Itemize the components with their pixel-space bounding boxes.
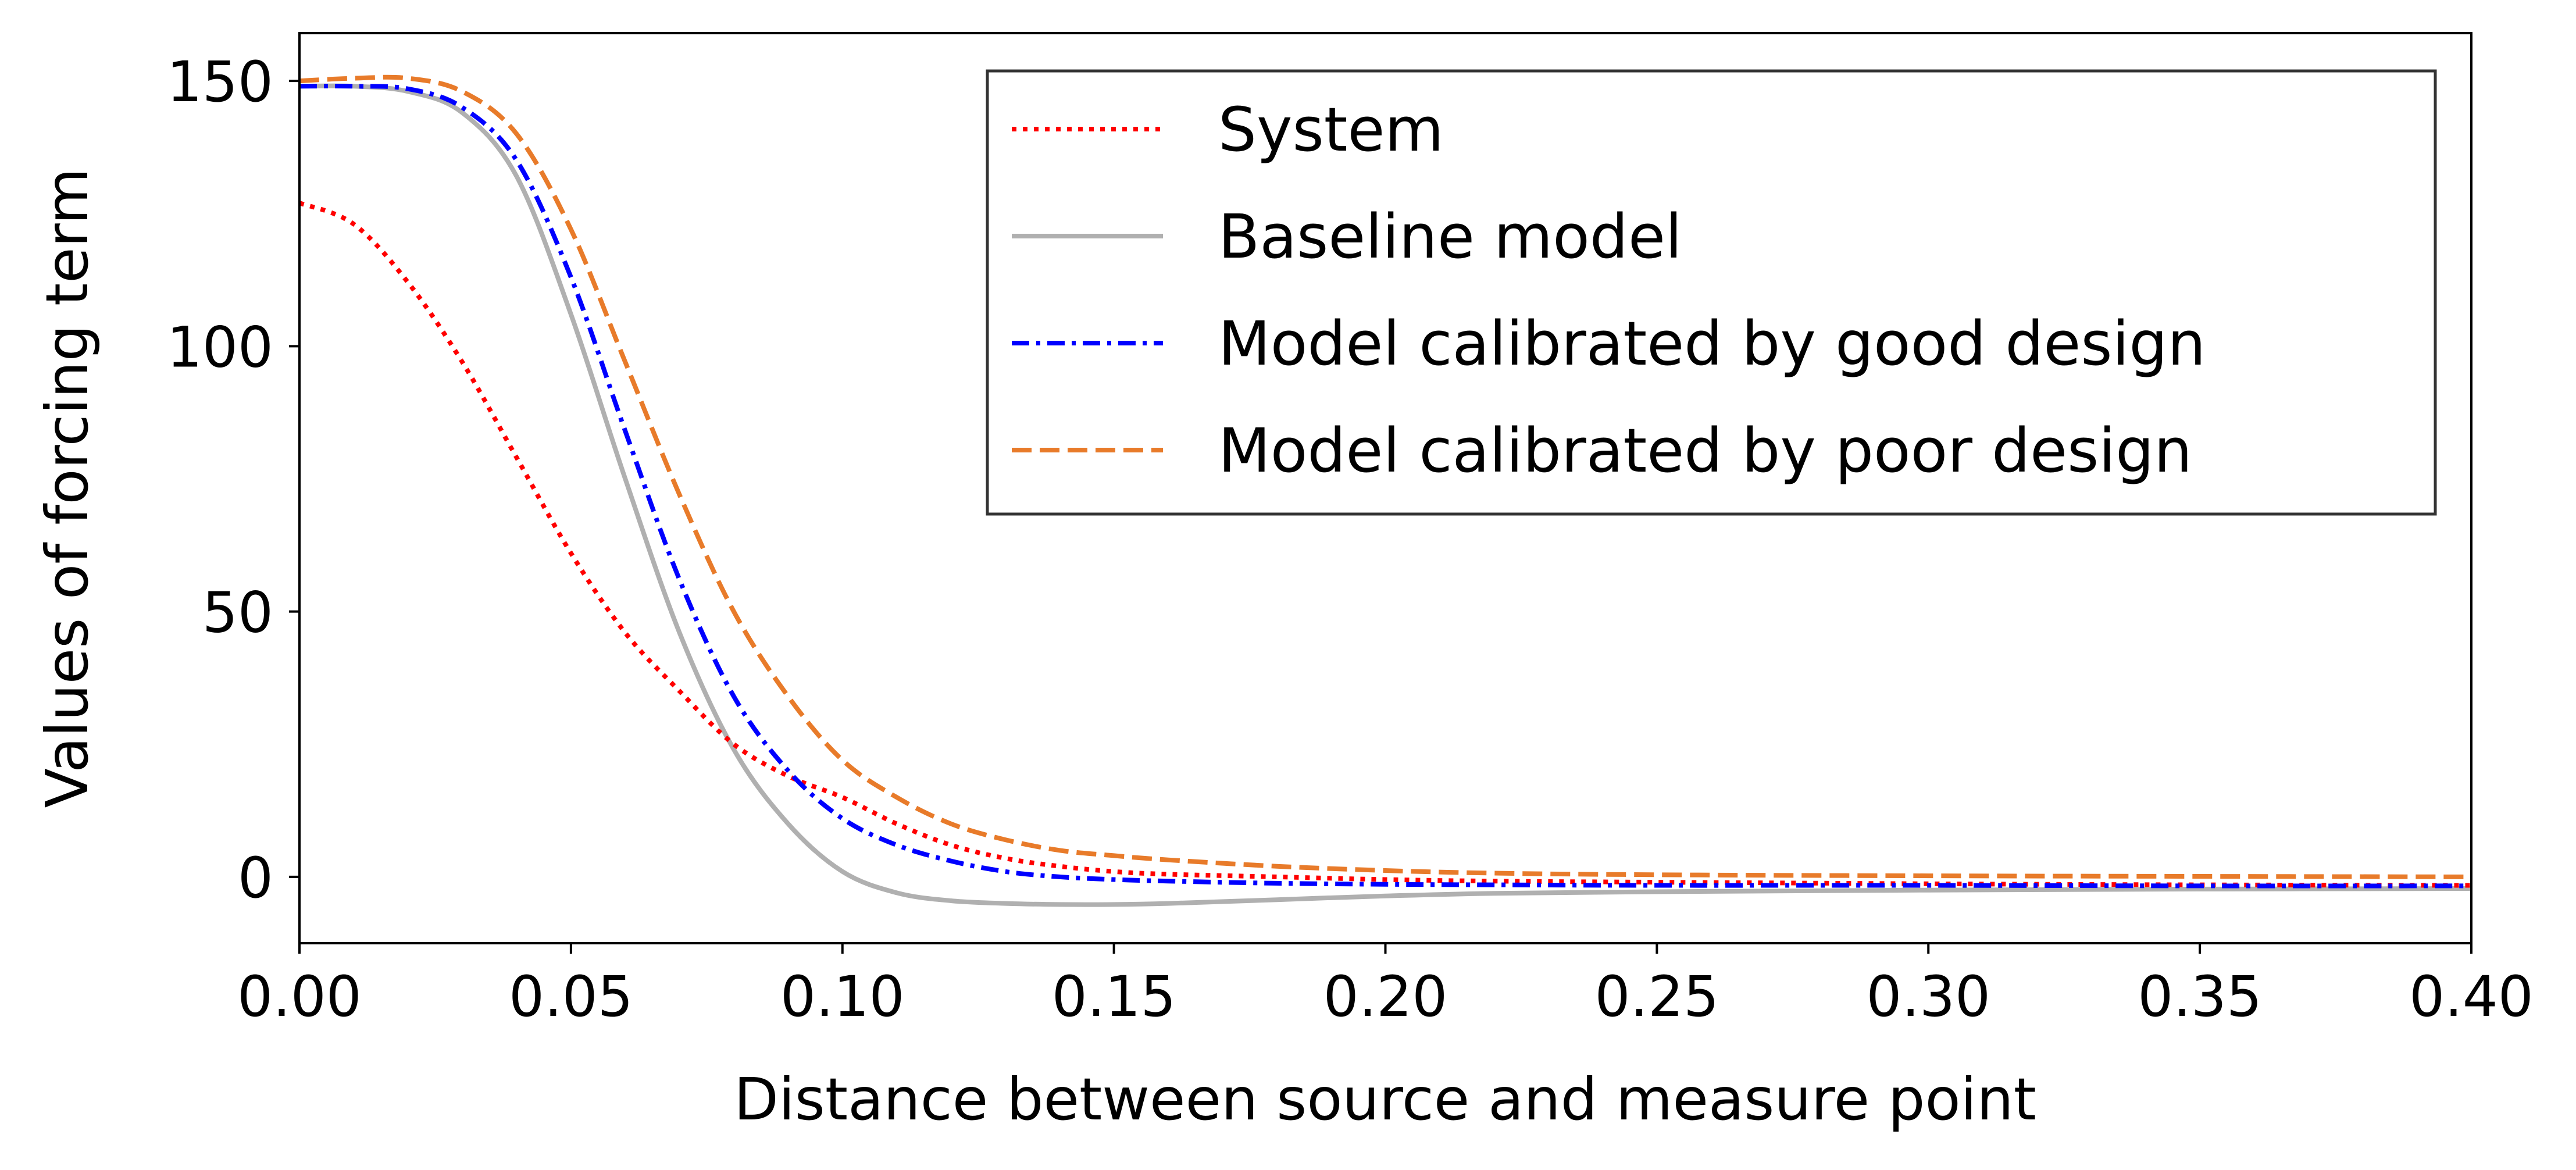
- series-line-3: [299, 83, 2471, 889]
- x-tick-label: 0.10: [780, 964, 905, 1029]
- series-line-1: [299, 201, 2471, 888]
- legend-label: Model calibrated by poor design: [1218, 415, 2192, 486]
- y-axis-label: Values of forcing term: [33, 168, 101, 808]
- x-tick-label: 0.35: [2138, 964, 2262, 1029]
- x-axis-label: Distance between source and measure poin…: [734, 1065, 2036, 1133]
- legend-label: Model calibrated by good design: [1218, 308, 2206, 379]
- legend-frame: [986, 69, 2437, 516]
- x-tick-label: 0.20: [1323, 964, 1448, 1029]
- y-tick-label: 100: [167, 315, 273, 380]
- series-line-4: [299, 74, 2471, 879]
- x-tick-label: 0.00: [237, 964, 362, 1029]
- x-tick-label: 0.15: [1052, 964, 1176, 1029]
- legend: System Baseline model Model calibrated by …: [986, 69, 2437, 516]
- x-tick-label: 0.05: [509, 964, 633, 1029]
- legend-label: Baseline model: [1218, 201, 1682, 272]
- y-tick-label: 150: [167, 49, 273, 115]
- x-tick-label: 0.30: [1866, 964, 1990, 1029]
- x-tick-label: 0.25: [1595, 964, 1719, 1029]
- y-axis: 0 50 100 150: [167, 49, 299, 911]
- y-tick-label: 0: [238, 846, 273, 911]
- y-tick-label: 50: [202, 580, 273, 645]
- x-tick-label: 0.40: [2409, 964, 2534, 1029]
- x-axis: 0.00 0.05 0.10 0.15 0.20 0.25 0.30 0.35 0.40: [237, 943, 2534, 1029]
- series-line-2: [299, 83, 2471, 907]
- plot-area: [299, 74, 2471, 907]
- legend-label: System: [1218, 94, 1444, 165]
